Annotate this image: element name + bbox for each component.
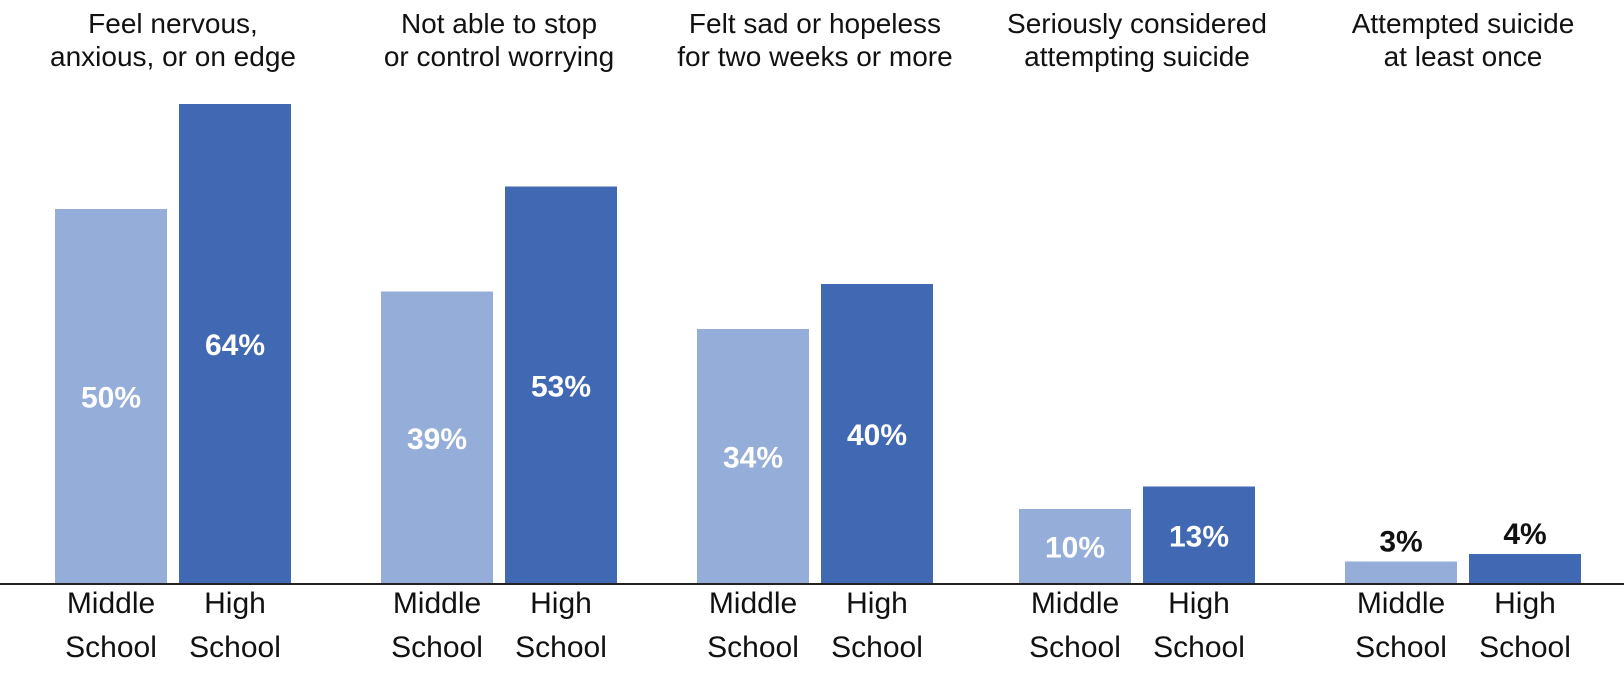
- category-label-line: Middle: [709, 587, 797, 620]
- category-label-line: High: [846, 587, 908, 620]
- bar-middle-school: [1345, 561, 1457, 584]
- category-label: High School: [515, 587, 607, 664]
- data-label: 39%: [407, 423, 467, 456]
- bar-middle-school: [697, 329, 809, 584]
- group-title-line: at least once: [1384, 41, 1543, 72]
- category-label-line: High: [530, 587, 592, 620]
- category-label-line: School: [1479, 631, 1571, 664]
- group-title: Felt sad or hopeless for two weeks or mor…: [677, 8, 952, 72]
- group-title: Seriously considered attempting suicide: [1007, 8, 1267, 72]
- data-label: 64%: [205, 329, 265, 362]
- category-label-line: School: [189, 631, 281, 664]
- category-label: Middle School: [391, 587, 483, 664]
- data-label: 3%: [1379, 526, 1422, 559]
- category-label: Middle School: [1029, 587, 1121, 664]
- category-label-line: Middle: [67, 587, 155, 620]
- category-label-line: High: [204, 587, 266, 620]
- data-label: 40%: [847, 419, 907, 452]
- category-label-line: High: [1494, 587, 1556, 620]
- bar-middle-school: [381, 291, 493, 584]
- category-label: High School: [1153, 587, 1245, 664]
- category-label-line: Middle: [1357, 587, 1445, 620]
- group-title-line: Seriously considered: [1007, 8, 1267, 39]
- group-title-line: or control worrying: [384, 41, 614, 72]
- group-title-line: Feel nervous,: [88, 8, 258, 39]
- category-label: High School: [1479, 587, 1571, 664]
- data-label: 50%: [81, 382, 141, 415]
- data-label: 53%: [531, 370, 591, 403]
- category-label-line: School: [515, 631, 607, 664]
- category-label: Middle School: [1355, 587, 1447, 664]
- category-label-line: School: [1029, 631, 1121, 664]
- category-label-line: School: [65, 631, 157, 664]
- bar-middle-school: [1019, 509, 1131, 584]
- group-title: Feel nervous, anxious, or on edge: [50, 8, 296, 72]
- group-title-line: Attempted suicide: [1352, 8, 1575, 39]
- category-label-line: Middle: [393, 587, 481, 620]
- group-title: Not able to stop or control worrying: [384, 8, 614, 72]
- bar-high-school: [179, 104, 291, 584]
- category-label-line: School: [1153, 631, 1245, 664]
- bar-high-school: [1469, 554, 1581, 584]
- category-label: Middle School: [707, 587, 799, 664]
- data-label: 10%: [1045, 532, 1105, 565]
- category-label-line: School: [707, 631, 799, 664]
- category-label-line: School: [391, 631, 483, 664]
- group-title-line: Not able to stop: [401, 8, 597, 39]
- category-label-line: School: [831, 631, 923, 664]
- category-label: Middle School: [65, 587, 157, 664]
- data-label: 13%: [1169, 520, 1229, 553]
- bar-middle-school: [55, 209, 167, 584]
- group-title-line: Felt sad or hopeless: [689, 8, 941, 39]
- data-label: 34%: [723, 442, 783, 475]
- category-label-line: School: [1355, 631, 1447, 664]
- group-title-line: attempting suicide: [1024, 41, 1250, 72]
- data-label: 4%: [1503, 518, 1546, 551]
- bar-high-school: [1143, 486, 1255, 584]
- category-label-line: Middle: [1031, 587, 1119, 620]
- category-label: High School: [189, 587, 281, 664]
- group-title-line: for two weeks or more: [677, 41, 952, 72]
- bar-high-school: [505, 186, 617, 584]
- group-title-line: anxious, or on edge: [50, 41, 296, 72]
- category-label: High School: [831, 587, 923, 664]
- bar-high-school: [821, 284, 933, 584]
- group-title: Attempted suicide at least once: [1352, 8, 1575, 72]
- category-label-line: High: [1168, 587, 1230, 620]
